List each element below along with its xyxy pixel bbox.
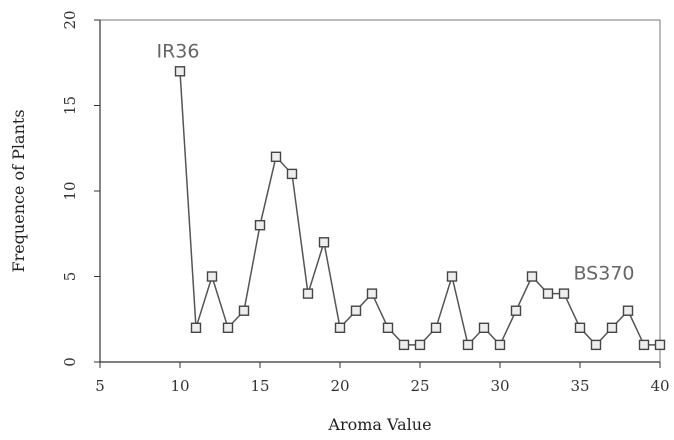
data-point-marker — [558, 288, 570, 299]
x-axis-ticks: 5 10 15 20 25 30 35 40 — [95, 362, 670, 395]
data-point-marker — [638, 339, 650, 351]
data-point-marker — [286, 168, 298, 180]
data-point-marker — [190, 322, 202, 333]
y-tick-label: 15 — [61, 96, 79, 115]
series-markers — [174, 66, 666, 351]
data-point-marker — [478, 322, 490, 333]
y-tick-label: 0 — [61, 357, 79, 367]
annotation-label: IR36 — [157, 40, 200, 62]
series-line — [179, 71, 660, 347]
x-tick-label: 15 — [250, 377, 269, 395]
data-point-marker — [606, 322, 618, 333]
data-point-marker — [590, 339, 602, 351]
x-tick-label: 25 — [410, 377, 429, 395]
data-point-marker — [206, 271, 218, 282]
data-point-marker — [542, 288, 554, 299]
data-point-marker — [238, 305, 250, 316]
data-point-marker — [526, 271, 538, 282]
data-point-marker — [222, 322, 234, 333]
data-point-marker — [302, 288, 314, 299]
data-point-marker — [334, 322, 346, 333]
data-point-marker — [494, 339, 506, 351]
data-point-marker — [270, 151, 282, 163]
x-axis-title: Aroma Value — [327, 415, 431, 434]
x-tick-label: 40 — [650, 377, 669, 395]
data-point-marker — [574, 322, 586, 333]
x-tick-label: 20 — [330, 377, 349, 395]
y-axis-ticks: 0 5 10 15 20 — [61, 10, 100, 367]
data-point-marker — [462, 339, 474, 351]
x-tick-label: 35 — [570, 377, 589, 395]
data-point-marker — [318, 237, 330, 248]
data-point-marker — [174, 66, 186, 77]
data-point-marker — [446, 271, 458, 282]
data-point-marker — [398, 339, 410, 351]
y-tick-label: 5 — [61, 272, 79, 282]
data-point-marker — [254, 219, 266, 231]
x-tick-label: 30 — [490, 377, 509, 395]
data-point-marker — [430, 322, 442, 333]
data-point-marker — [414, 339, 426, 351]
y-tick-label: 10 — [61, 181, 79, 200]
y-tick-label: 20 — [61, 10, 79, 29]
data-point-marker — [510, 305, 522, 316]
data-point-marker — [350, 305, 362, 316]
x-tick-label: 5 — [95, 377, 105, 395]
data-point-marker — [654, 339, 666, 351]
data-point-marker — [382, 322, 394, 333]
x-tick-label: 10 — [170, 377, 189, 395]
y-axis-title: Frequence of Plants — [9, 109, 28, 272]
annotation-label: BS370 — [573, 263, 634, 285]
annotations: IR36 BS370 — [157, 40, 635, 284]
data-point-marker — [366, 288, 378, 299]
data-point-marker — [622, 305, 634, 316]
